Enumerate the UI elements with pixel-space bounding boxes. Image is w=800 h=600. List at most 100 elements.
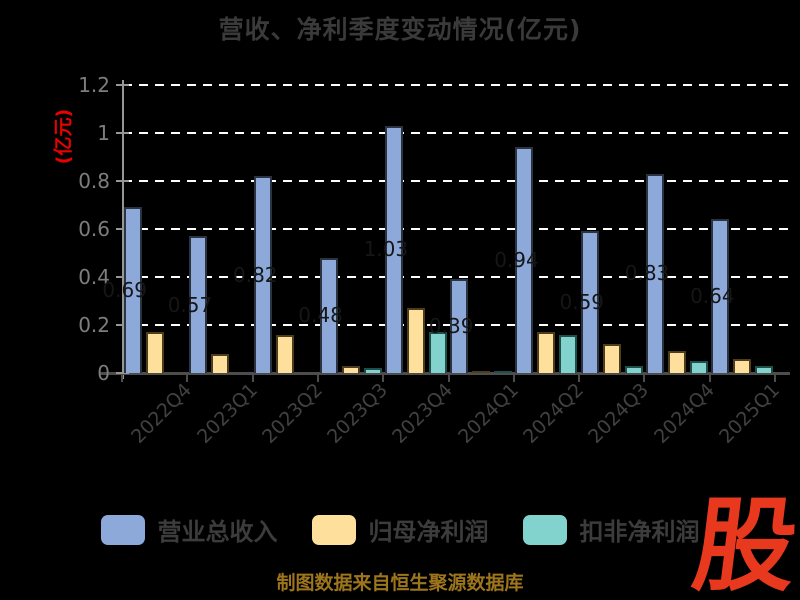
legend-swatch (522, 514, 567, 545)
value-label: 0.69 (102, 278, 147, 303)
x-tick-label: 2023Q1 (192, 379, 262, 448)
bar-营业总收入-2023Q4 (384, 126, 403, 373)
value-label: 0.82 (232, 262, 278, 287)
x-tick-mark (708, 374, 711, 382)
bars (449, 279, 514, 373)
bar-group-2023Q2: 0.82 2023Q2 (233, 85, 327, 448)
y-tick-label: 1 (97, 121, 110, 145)
y-tick-mark (116, 372, 129, 374)
value-label: 0.39 (428, 314, 474, 339)
bar-扣非净利润-2024Q3 (624, 366, 643, 373)
x-tick-mark (382, 374, 385, 382)
bar-营业总收入-2022Q4 (123, 207, 142, 373)
bars (383, 126, 448, 373)
bar-group-2024Q4: 0.83 2024Q4 (625, 85, 719, 448)
y-tick-label: 0.2 (78, 313, 110, 337)
x-tick-label: 2025Q1 (715, 379, 784, 448)
bars (644, 174, 709, 373)
x-tick-label: 2024Q2 (519, 379, 589, 448)
gridline (123, 84, 791, 86)
y-tick-label: 0 (97, 361, 110, 385)
bar-归母净利润-2023Q4 (406, 308, 425, 373)
bars (514, 147, 579, 373)
y-tick-mark (116, 276, 129, 278)
bar-营业总收入-2024Q2 (515, 147, 534, 373)
bar-营业总收入-2024Q4 (646, 174, 665, 373)
bar-归母净利润-2024Q2 (537, 332, 556, 373)
x-tick-mark (578, 374, 581, 382)
plot-area: 0 0.2 0.4 0.6 0.8 1 1.2 0.69 2022Q4 0.57 2023Q1 0.8… (78, 74, 791, 448)
legend-swatch (311, 514, 356, 545)
bar-归母净利润-2023Q2 (276, 335, 295, 373)
bars (318, 258, 383, 373)
x-tick-mark (186, 374, 189, 382)
gridline (123, 228, 791, 230)
bar-扣非净利润-2024Q1 (494, 371, 513, 373)
bar-营业总收入-2024Q1 (450, 279, 469, 373)
bar-归母净利润-2024Q4 (668, 351, 687, 373)
legend-label: 归母净利润 (368, 518, 489, 546)
bars (122, 207, 187, 373)
bar-扣非净利润-2023Q3 (363, 368, 382, 373)
bar-group-2024Q1: 0.39 2024Q1 (429, 85, 523, 448)
x-axis-line (100, 372, 790, 375)
x-tick-mark (512, 374, 515, 382)
x-tick-mark (447, 374, 450, 382)
brand-logo-text: 股 (686, 487, 800, 600)
bar-group-2023Q1: 0.57 2023Q1 (168, 85, 262, 448)
x-tick-label: 2024Q1 (453, 379, 523, 448)
y-tick-mark (116, 228, 129, 230)
y-tick-label: 0.6 (78, 217, 110, 241)
x-tick-label: 2024Q4 (649, 379, 719, 448)
value-label: 0.94 (494, 248, 539, 273)
x-tick-label: 2023Q4 (388, 379, 458, 448)
bar-group-2024Q2: 0.94 2024Q2 (494, 85, 588, 448)
chart-title: 营收、净利季度变动情况(亿元) (218, 15, 582, 44)
gridline (123, 132, 791, 134)
legend-item-归母净利润: 归母净利润 (311, 512, 489, 547)
bar-归母净利润-2023Q3 (341, 366, 360, 373)
bar-扣非净利润-2024Q2 (559, 335, 578, 373)
bar-group-2024Q3: 0.59 2024Q3 (559, 85, 653, 448)
bars (187, 236, 252, 373)
y-tick-mark (116, 324, 129, 326)
value-label: 1.03 (363, 237, 409, 262)
bar-group-2023Q3: 0.48 2023Q3 (298, 85, 392, 448)
bar-扣非净利润-2025Q1 (755, 366, 774, 373)
legend-swatch (100, 514, 145, 545)
bar-归母净利润-2022Q4 (145, 332, 164, 373)
x-tick-label: 2023Q3 (323, 379, 393, 448)
y-tick-label: 0.4 (78, 265, 110, 289)
source-note: 制图数据来自恒生聚源数据库 (276, 572, 524, 594)
value-label: 0.57 (167, 292, 213, 317)
bar-营业总收入-2023Q1 (188, 236, 207, 373)
y-tick-mark (116, 132, 129, 134)
x-tick-label: 2023Q2 (257, 379, 327, 448)
bar-归母净利润-2024Q3 (602, 344, 621, 373)
value-label: 0.64 (690, 284, 735, 309)
bars (710, 219, 775, 373)
y-tick-mark (116, 84, 129, 86)
x-tick-mark (316, 374, 319, 382)
bar-归母净利润-2023Q1 (210, 354, 229, 373)
bar-扣非净利润-2023Q4 (428, 332, 447, 373)
legend-label: 扣非净利润 (579, 518, 700, 546)
gridline (123, 276, 791, 278)
bar-营业总收入-2023Q2 (254, 176, 273, 373)
bar-营业总收入-2025Q1 (711, 219, 730, 373)
x-tick-label: 2022Q4 (127, 379, 197, 448)
legend-item-营业总收入: 营业总收入 (100, 512, 278, 547)
bar-扣非净利润-2024Q4 (690, 361, 709, 373)
value-label: 0.48 (298, 303, 343, 328)
bar-group-2023Q4: 1.03 2023Q4 (364, 85, 457, 448)
gridline (123, 180, 791, 182)
y-tick-mark (116, 180, 129, 182)
bar-group-2025Q1: 0.64 2025Q1 (690, 85, 784, 448)
bars (579, 231, 644, 373)
x-tick-mark (643, 374, 646, 382)
bar-归母净利润-2025Q1 (733, 359, 752, 373)
bar-归母净利润-2024Q1 (472, 371, 491, 373)
legend-label: 营业总收入 (157, 518, 278, 546)
x-tick-label: 2024Q3 (584, 379, 654, 448)
legend-item-扣非净利润: 扣非净利润 (522, 512, 700, 547)
